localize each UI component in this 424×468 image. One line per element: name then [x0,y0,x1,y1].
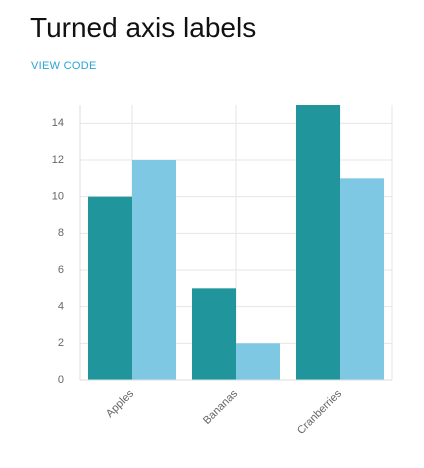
y-tick-label: 8 [58,227,64,239]
x-tick-label: Bananas [201,387,241,427]
page-title: Turned axis labels [30,12,257,43]
y-tick-label: 0 [58,374,64,386]
bar [296,105,340,380]
y-tick-label: 4 [58,301,64,313]
bar [192,288,236,380]
x-tick-label: Cranberries [295,387,344,436]
x-tick-label: Apples [104,387,137,420]
bar [236,343,280,380]
view-code-link[interactable]: VIEW CODE [31,60,97,72]
bar [88,196,132,380]
bar [340,178,384,380]
y-tick-label: 10 [52,191,64,203]
y-tick-label: 12 [52,154,64,166]
y-tick-label: 14 [52,117,64,129]
y-tick-label: 6 [58,264,64,276]
y-tick-label: 2 [58,337,64,349]
bar [132,160,176,380]
